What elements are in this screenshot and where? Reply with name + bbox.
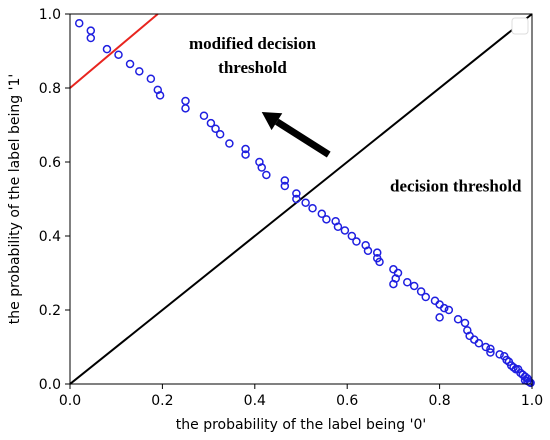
plot-area bbox=[69, 13, 533, 385]
decision-threshold-label: decision threshold bbox=[390, 177, 522, 196]
data-point bbox=[181, 104, 190, 113]
data-point bbox=[215, 130, 225, 139]
x-axis-label: the probability of the label being '0' bbox=[176, 417, 426, 433]
modified-threshold-line bbox=[69, 13, 159, 89]
data-point bbox=[155, 91, 165, 100]
data-point bbox=[317, 209, 327, 219]
data-point bbox=[372, 248, 382, 257]
data-point bbox=[114, 50, 123, 59]
data-point bbox=[439, 303, 449, 313]
y-tick-label: 0.2 bbox=[39, 303, 61, 319]
data-point bbox=[389, 265, 398, 274]
decision-threshold-line bbox=[69, 13, 533, 385]
data-point bbox=[416, 287, 426, 296]
data-point bbox=[421, 292, 430, 302]
data-point bbox=[502, 355, 511, 365]
data-point bbox=[481, 342, 491, 352]
data-point bbox=[352, 237, 361, 246]
data-point bbox=[486, 344, 495, 354]
data-point bbox=[470, 335, 479, 344]
data-point bbox=[292, 194, 301, 204]
x-axis-ticks: 0.0 0.2 0.4 0.6 0.8 1.0 bbox=[59, 384, 543, 409]
threshold-lines bbox=[69, 13, 533, 385]
y-axis-ticks: 0.0 0.2 0.4 0.6 0.8 1.0 bbox=[39, 7, 70, 393]
x-tick-label: 1.0 bbox=[521, 393, 543, 409]
data-point bbox=[486, 348, 495, 357]
data-point bbox=[181, 96, 190, 106]
data-point bbox=[125, 59, 135, 69]
y-tick-label: 0.6 bbox=[39, 155, 61, 171]
y-axis-label: the probability of the label being '1' bbox=[7, 74, 23, 324]
arrow-shaft bbox=[275, 118, 331, 158]
y-tick-label: 0.0 bbox=[39, 377, 61, 393]
data-point bbox=[403, 278, 412, 287]
data-point bbox=[146, 74, 156, 83]
data-point bbox=[206, 118, 216, 128]
y-tick-label: 1.0 bbox=[39, 7, 61, 23]
data-point bbox=[363, 246, 373, 256]
x-tick-label: 0.8 bbox=[428, 393, 450, 409]
y-tick-label: 0.8 bbox=[39, 81, 61, 97]
data-point bbox=[308, 204, 317, 213]
data-point bbox=[509, 363, 518, 372]
data-point bbox=[495, 350, 504, 359]
data-point bbox=[86, 26, 96, 35]
arrow-head bbox=[261, 112, 283, 131]
data-point bbox=[435, 300, 444, 309]
data-point bbox=[74, 19, 84, 28]
data-point bbox=[241, 144, 250, 154]
y-tick-label: 0.4 bbox=[39, 229, 61, 245]
data-point bbox=[241, 150, 250, 159]
data-point bbox=[257, 163, 266, 172]
data-point bbox=[199, 111, 209, 120]
data-point bbox=[211, 124, 220, 133]
data-point bbox=[347, 231, 357, 241]
scatter-points bbox=[74, 19, 535, 388]
data-point bbox=[292, 189, 301, 198]
data-point bbox=[389, 279, 398, 289]
data-point bbox=[453, 315, 463, 324]
data-point bbox=[86, 33, 96, 43]
modified-threshold-label-line1: modified decision bbox=[189, 34, 317, 53]
legend-box bbox=[511, 17, 529, 35]
x-tick-label: 0.6 bbox=[336, 393, 358, 409]
data-point bbox=[225, 139, 234, 148]
data-point bbox=[520, 372, 530, 381]
data-point bbox=[102, 44, 112, 54]
data-point bbox=[333, 222, 343, 231]
x-tick-label: 0.2 bbox=[151, 393, 173, 409]
data-point bbox=[301, 198, 310, 207]
data-point bbox=[460, 318, 470, 328]
data-point bbox=[280, 176, 290, 185]
data-point bbox=[526, 378, 535, 388]
data-point bbox=[135, 67, 144, 76]
annotation-arrow bbox=[261, 112, 331, 158]
data-point bbox=[322, 215, 331, 224]
modified-threshold-label-line2: threshold bbox=[218, 58, 287, 77]
data-point bbox=[409, 281, 419, 291]
data-point bbox=[430, 296, 440, 305]
data-point bbox=[444, 305, 454, 315]
data-point bbox=[340, 226, 350, 235]
data-point bbox=[474, 339, 484, 348]
data-point bbox=[375, 257, 384, 267]
data-point bbox=[280, 181, 290, 191]
data-point bbox=[262, 170, 271, 180]
data-point bbox=[435, 313, 444, 322]
x-tick-label: 0.4 bbox=[244, 393, 266, 409]
x-tick-label: 0.0 bbox=[59, 393, 81, 409]
